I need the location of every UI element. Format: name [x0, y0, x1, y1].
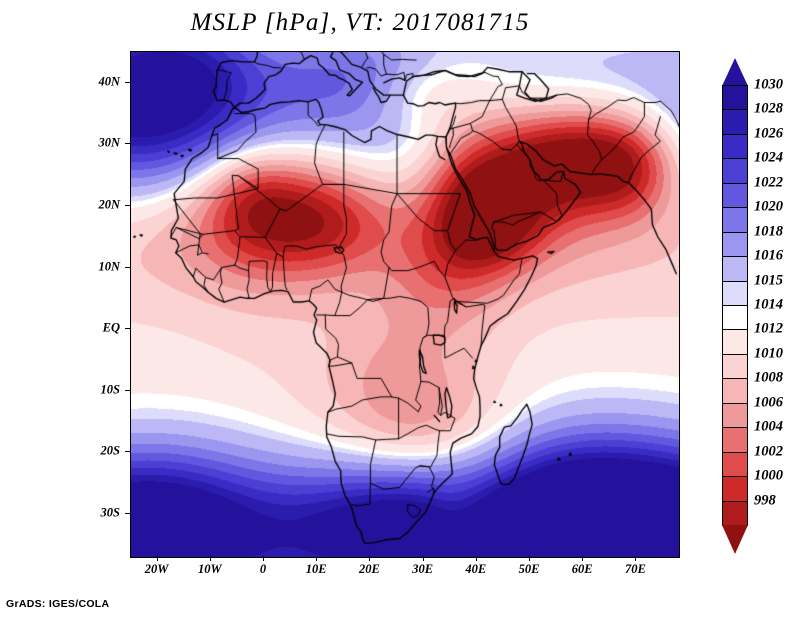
colorbar-swatch — [722, 305, 748, 331]
colorbar-tick-label: 1008 — [754, 369, 783, 386]
colorbar-swatch — [722, 133, 748, 160]
colorbar-swatch — [722, 280, 748, 307]
colorbar-tick-label: 1002 — [754, 443, 783, 460]
colorbar-tick-label: 1015 — [754, 272, 783, 289]
mslp-contour-map — [131, 52, 679, 557]
colorbar-tick-label: 1012 — [754, 320, 783, 337]
colorbar-swatch — [722, 378, 748, 404]
x-axis-label: 40E — [465, 562, 487, 576]
page-title: MSLP [hPa], VT: 2017081715 — [190, 9, 530, 36]
y-tick-mark — [125, 328, 130, 330]
y-tick-mark — [125, 451, 130, 453]
x-tick-mark — [369, 556, 371, 561]
colorbar-tick-label: 1018 — [754, 223, 783, 240]
colorbar-swatch — [722, 353, 748, 380]
x-tick-mark — [316, 556, 318, 561]
y-axis-label: 40N — [98, 74, 120, 89]
colorbar-swatch — [722, 85, 748, 111]
y-tick-mark — [125, 266, 130, 268]
y-axis-label: 10S — [100, 382, 120, 397]
y-axis-label: 20S — [100, 443, 120, 458]
colorbar-swatch — [722, 109, 748, 136]
colorbar-tick-label: 1026 — [754, 125, 783, 142]
x-axis-label: 70E — [625, 562, 646, 576]
map-plot-area — [130, 51, 680, 558]
colorbar-arrow-top — [722, 58, 748, 86]
y-tick-mark — [125, 512, 130, 514]
colorbar-arrow-bottom — [722, 525, 748, 554]
y-axis-label: 10N — [98, 259, 120, 274]
x-axis-label: 20E — [358, 562, 380, 576]
x-axis-label: 20W — [144, 562, 169, 576]
x-axis-label: 0 — [259, 562, 267, 576]
x-tick-mark — [475, 556, 477, 561]
y-tick-mark — [125, 204, 130, 206]
y-tick-mark — [125, 389, 130, 391]
colorbar-tick-label: 998 — [754, 492, 776, 509]
colorbar-tick-label: 1024 — [754, 149, 783, 166]
x-tick-mark — [582, 556, 584, 561]
colorbar-tick-label: 1016 — [754, 247, 783, 264]
colorbar-swatch — [722, 451, 748, 478]
colorbar — [722, 85, 748, 527]
colorbar-swatch — [722, 402, 748, 429]
y-axis-label: 30S — [100, 505, 120, 520]
colorbar-tick-label: 1030 — [754, 76, 783, 93]
x-axis-label: 50E — [518, 562, 540, 576]
colorbar-swatch — [722, 182, 748, 209]
x-tick-mark — [156, 556, 158, 561]
x-tick-mark — [422, 556, 424, 561]
colorbar-tick-label: 1006 — [754, 394, 783, 411]
colorbar-tick-label: 1000 — [754, 467, 783, 484]
x-tick-mark — [263, 556, 264, 561]
colorbar-tick-label: 1022 — [754, 174, 783, 191]
x-axis-label: 30E — [412, 562, 434, 576]
colorbar-swatch — [722, 158, 748, 184]
colorbar-tick-label: 1004 — [754, 418, 783, 435]
x-axis-label: 10E — [305, 562, 327, 576]
colorbar-swatch — [722, 207, 748, 233]
colorbar-swatch — [722, 231, 748, 258]
credit-text: GrADS: IGES/COLA — [6, 598, 110, 610]
colorbar-swatch — [722, 329, 748, 356]
colorbar-tick-label: 1028 — [754, 100, 783, 117]
y-tick-mark — [125, 143, 130, 145]
y-tick-mark — [125, 81, 130, 83]
y-axis-label: 30N — [98, 135, 120, 150]
x-tick-mark — [209, 556, 211, 561]
y-axis-label: EQ — [102, 320, 120, 335]
colorbar-swatch — [722, 476, 748, 502]
x-axis-label: 60E — [571, 562, 593, 576]
y-axis-label: 20N — [98, 197, 120, 212]
colorbar-swatch — [722, 256, 748, 282]
colorbar-tick-label: 1014 — [754, 296, 783, 313]
colorbar-tick-label: 1010 — [754, 345, 783, 362]
x-axis-label: 10W — [197, 562, 222, 576]
x-tick-mark — [635, 556, 637, 561]
colorbar-tick-label: 1020 — [754, 198, 783, 215]
x-tick-mark — [529, 556, 531, 561]
colorbar-swatch — [722, 500, 748, 527]
colorbar-swatch — [722, 427, 748, 453]
